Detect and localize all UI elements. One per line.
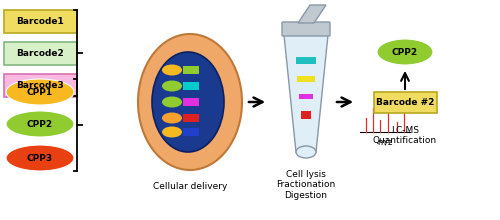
Polygon shape xyxy=(298,5,326,23)
Text: Barcode1: Barcode1 xyxy=(16,16,64,26)
FancyBboxPatch shape xyxy=(183,82,199,90)
Polygon shape xyxy=(284,35,328,152)
Ellipse shape xyxy=(162,64,182,75)
FancyBboxPatch shape xyxy=(183,128,199,136)
FancyBboxPatch shape xyxy=(296,57,316,64)
Text: LC-MS
Quantification: LC-MS Quantification xyxy=(373,126,437,145)
Ellipse shape xyxy=(162,81,182,92)
FancyBboxPatch shape xyxy=(183,98,199,106)
FancyBboxPatch shape xyxy=(298,76,314,82)
FancyBboxPatch shape xyxy=(374,92,436,112)
Ellipse shape xyxy=(152,52,224,152)
FancyBboxPatch shape xyxy=(4,9,76,33)
FancyBboxPatch shape xyxy=(4,73,76,97)
FancyBboxPatch shape xyxy=(300,111,312,119)
Ellipse shape xyxy=(6,79,74,105)
Ellipse shape xyxy=(6,145,74,171)
FancyBboxPatch shape xyxy=(282,22,330,36)
Ellipse shape xyxy=(162,97,182,108)
Ellipse shape xyxy=(162,112,182,123)
Text: CPP2: CPP2 xyxy=(27,119,53,128)
Text: m/z: m/z xyxy=(378,137,392,146)
Text: Barcode2: Barcode2 xyxy=(16,48,64,57)
Text: Cell lysis
Fractionation
Digestion: Cell lysis Fractionation Digestion xyxy=(276,170,336,200)
Text: Barcode3: Barcode3 xyxy=(16,81,64,90)
Ellipse shape xyxy=(162,126,182,138)
Ellipse shape xyxy=(296,146,316,158)
Ellipse shape xyxy=(6,111,74,137)
Ellipse shape xyxy=(138,34,242,170)
Text: Cellular delivery: Cellular delivery xyxy=(153,182,227,191)
FancyBboxPatch shape xyxy=(183,66,199,74)
Text: Barcode #2: Barcode #2 xyxy=(376,97,434,106)
FancyBboxPatch shape xyxy=(299,94,313,99)
FancyBboxPatch shape xyxy=(4,42,76,64)
Text: CPP2: CPP2 xyxy=(392,48,418,57)
Text: CPP1: CPP1 xyxy=(27,88,53,97)
Ellipse shape xyxy=(377,39,433,65)
FancyBboxPatch shape xyxy=(183,114,199,122)
Text: CPP3: CPP3 xyxy=(27,154,53,163)
